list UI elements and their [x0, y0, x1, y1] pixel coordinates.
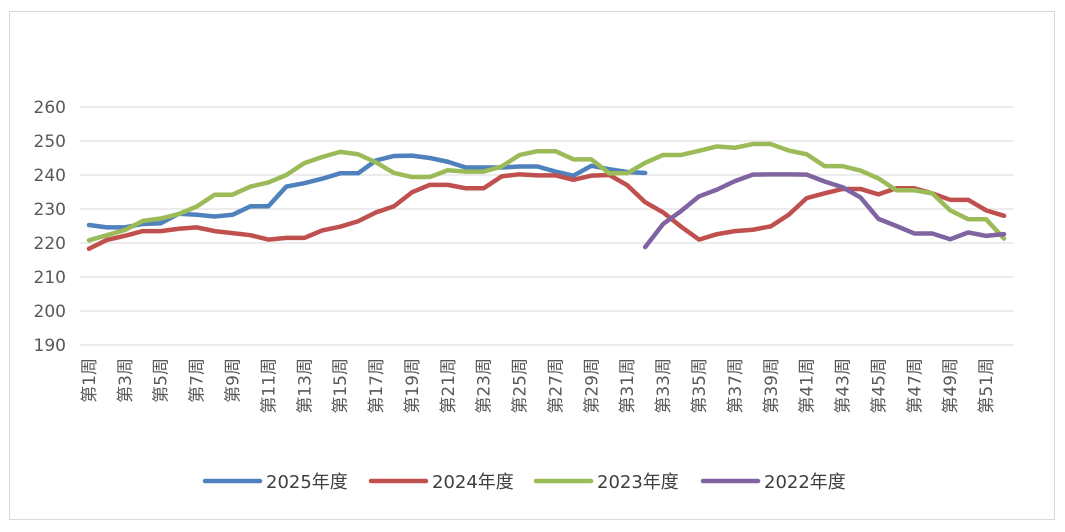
x-tick-label: 第41周: [798, 358, 818, 414]
x-tick-label: 第31周: [618, 358, 638, 414]
x-tick-label: 第27周: [546, 358, 566, 414]
x-tick-label: 第25周: [511, 358, 531, 414]
series-lines: [86, 141, 1007, 252]
x-tick-label: 第17周: [367, 358, 387, 414]
x-tick-label: 第7周: [188, 358, 208, 403]
x-tick-label: 第15周: [331, 358, 351, 414]
y-tick-label: 250: [34, 132, 66, 152]
x-tick-label: 第39周: [762, 358, 782, 414]
y-tick-label: 200: [34, 302, 66, 322]
x-tick-label: 第33周: [654, 358, 674, 414]
legend-label: 2023年度: [597, 472, 679, 493]
x-tick-label: 第23周: [475, 358, 495, 414]
x-axis-tick-labels: 第1周 第3周 第5周 第7周 第9周 第11周 第13周 第15周 第17周 第19周 第21周第…: [80, 358, 997, 414]
x-tick-label: 第47周: [905, 358, 925, 414]
x-tick-label: 第1周: [80, 358, 100, 403]
x-tick-label: 第9周: [224, 358, 244, 403]
y-tick-label: 220: [34, 234, 66, 254]
series-line-2024年度: [86, 172, 1007, 252]
x-tick-label: 第29周: [582, 358, 602, 414]
x-tick-label: 第45周: [869, 358, 889, 414]
x-tick-label: 第3周: [116, 358, 136, 403]
legend-label: 2025年度: [266, 472, 348, 493]
x-tick-label: 第51周: [977, 358, 997, 414]
x-tick-label: 第21周: [439, 358, 459, 414]
legend: 2025年度 2024年度 2023年度 2022年度: [202, 472, 846, 493]
y-tick-label: 260: [34, 98, 66, 118]
x-tick-label: 第19周: [403, 358, 423, 414]
legend-label: 2022年度: [764, 472, 846, 493]
x-tick-label: 第37周: [726, 358, 746, 414]
x-tick-label: 第11周: [259, 358, 279, 414]
chart-frame: [9, 11, 1055, 520]
x-tick-label: 第49周: [941, 358, 961, 414]
series-line-2022年度: [642, 172, 1007, 250]
legend-label: 2024年度: [432, 472, 514, 493]
x-tick-label: 第13周: [295, 358, 315, 414]
y-tick-label: 210: [34, 268, 66, 288]
y-axis-tick-labels: 190 200 210 220 230 240 250 260: [34, 98, 66, 356]
y-tick-label: 190: [34, 336, 66, 356]
x-tick-label: 第35周: [690, 358, 710, 414]
grid-lines: [80, 106, 1013, 346]
y-tick-label: 240: [34, 166, 66, 186]
x-tick-label: 第5周: [152, 358, 172, 403]
series-line-2023年度: [86, 141, 1007, 243]
x-tick-label: 第43周: [834, 358, 854, 414]
y-tick-label: 230: [34, 200, 66, 220]
